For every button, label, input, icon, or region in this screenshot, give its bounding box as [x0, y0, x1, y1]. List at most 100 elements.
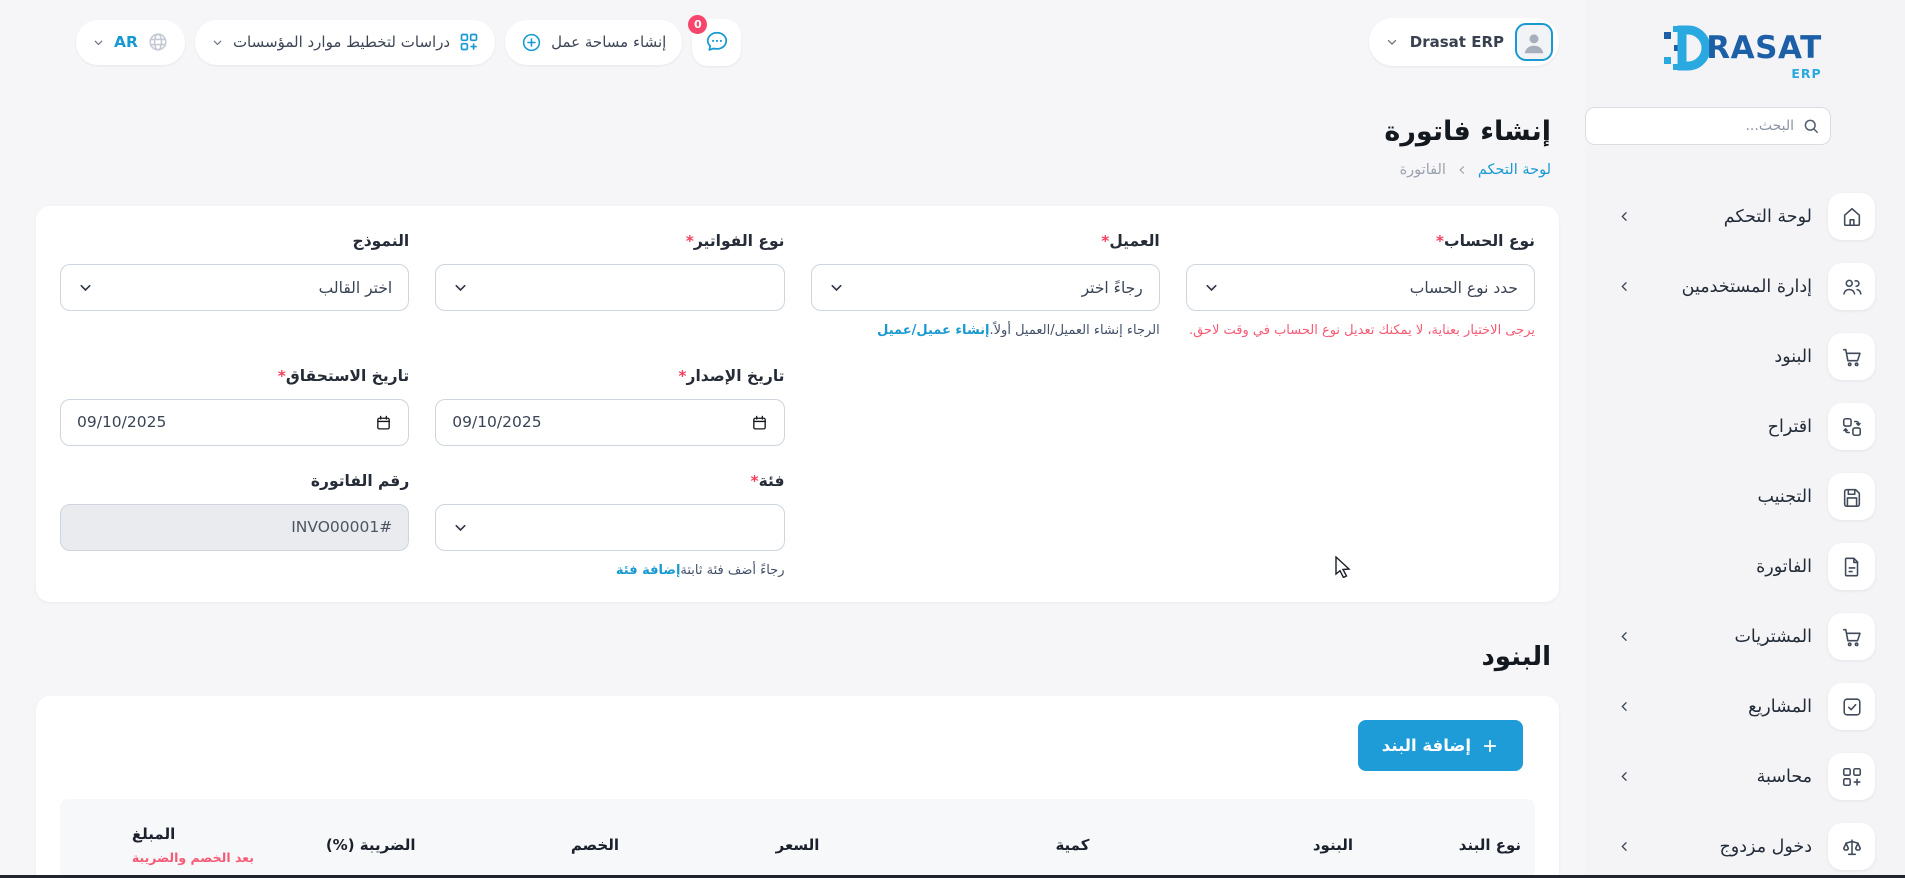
- sidebar-item-items[interactable]: البنود: [1609, 333, 1875, 380]
- language-selector[interactable]: AR: [76, 19, 185, 65]
- field-due-date: تاريخ الاستحقاق* 09/10/2025: [60, 366, 410, 446]
- sidebar-item-label: المشتريات: [1734, 626, 1812, 647]
- chevron-down-icon: [92, 36, 105, 49]
- chat-button[interactable]: 0: [688, 14, 742, 66]
- add-item-button[interactable]: إضافة البند: [1357, 720, 1523, 771]
- chevron-left-icon: [1617, 209, 1632, 224]
- breadcrumb-dashboard-link[interactable]: لوحة التحكم: [1477, 162, 1551, 178]
- issue-date-input[interactable]: 09/10/2025: [435, 398, 785, 446]
- field-issue-date: تاريخ الإصدار* 09/10/2025: [435, 366, 785, 446]
- field-category: فئة* رجاءً أضف فئة ثابتةإضافة فئة: [435, 472, 785, 581]
- user-avatar-icon: [1515, 23, 1553, 61]
- chevron-left-icon: [1617, 839, 1632, 854]
- field-account-type: نوع الحساب* حدد نوع الحساب يرجى الاختيار…: [1185, 232, 1535, 341]
- field-customer: العميل* رجاءً اختر الرجاء إنشاء العميل/ا…: [810, 232, 1160, 341]
- chevron-down-icon: [80, 284, 91, 292]
- account-type-label: نوع الحساب: [1444, 232, 1535, 250]
- drasat-logo: RASAT ERP: [1662, 24, 1821, 81]
- col-amount-subtitle: بعد الخصم والضريبة: [131, 850, 254, 865]
- swap-boxes-icon: [1828, 403, 1875, 450]
- cart-icon: [1828, 613, 1875, 660]
- sidebar-item-label: اقتراح: [1767, 416, 1812, 437]
- issue-date-value: 09/10/2025: [452, 413, 542, 431]
- invoice-number-input: #INVO00001: [60, 503, 410, 551]
- sidebar-item-user-management[interactable]: إدارة المستخدمين: [1609, 263, 1875, 310]
- sidebar-item-accounting[interactable]: محاسبة: [1609, 753, 1875, 800]
- calendar-icon: [377, 415, 391, 430]
- workspace-selector[interactable]: دراسات لتخطيط موارد المؤسسات: [194, 19, 496, 65]
- due-date-value: 09/10/2025: [77, 413, 167, 431]
- plus-icon: [1483, 739, 1497, 752]
- chevron-left-icon: [1456, 164, 1468, 176]
- chevron-left-icon: [1617, 629, 1632, 644]
- items-table-header: نوع البند البنود كمية السعر الخصم الضريب…: [60, 799, 1535, 878]
- topbar: Drasat ERP 0 إنشاء مساحة عمل: [36, 0, 1559, 66]
- page-title: إنشاء فاتورة: [1384, 116, 1551, 147]
- customer-helper: الرجاء إنشاء العميل/العميل أولاً.إنشاء ع…: [877, 323, 1160, 338]
- category-helper: رجاءً أضف فئة ثابتةإضافة فئة: [615, 562, 785, 578]
- add-item-label: إضافة البند: [1381, 736, 1471, 755]
- sidebar-item-purchases[interactable]: المشتريات: [1609, 613, 1875, 660]
- sidebar-item-invoice[interactable]: الفاتورة: [1609, 543, 1875, 590]
- sidebar-item-label: محاسبة: [1756, 766, 1812, 787]
- col-discount: الخصم: [570, 836, 620, 854]
- template-label: النموذج: [352, 232, 410, 250]
- col-price: السعر: [775, 836, 820, 854]
- main-area: Drasat ERP 0 إنشاء مساحة عمل: [36, 0, 1559, 878]
- col-item-type: نوع البند: [1458, 836, 1521, 854]
- sidebar-item-suggestion[interactable]: اقتراح: [1609, 403, 1875, 450]
- account-type-select[interactable]: حدد نوع الحساب: [1185, 264, 1535, 311]
- workspace-selector-label: دراسات لتخطيط موارد المؤسسات: [232, 33, 451, 51]
- calendar-icon: [752, 415, 766, 430]
- template-value: اختر القالب: [318, 278, 393, 297]
- invoice-type-select[interactable]: [435, 264, 785, 311]
- invoice-form-card: نوع الحساب* حدد نوع الحساب يرجى الاختيار…: [36, 206, 1559, 602]
- sidebar-item-projects[interactable]: المشاريع: [1609, 683, 1875, 730]
- search-input[interactable]: [1585, 107, 1831, 145]
- template-select[interactable]: اختر القالب: [60, 264, 410, 311]
- sidebar-item-double-entry[interactable]: دخول مزدوج: [1609, 823, 1875, 870]
- invoice-number-label: رقم الفاتورة: [310, 471, 410, 490]
- sidebar-menu: لوحة التحكم إدارة المستخدمين الب: [1609, 193, 1875, 870]
- sidebar-item-label: دخول مزدوج: [1719, 836, 1813, 857]
- chevron-down-icon: [1206, 284, 1217, 292]
- grid-plus-icon: [1828, 753, 1875, 800]
- sidebar-item-label: إدارة المستخدمين: [1681, 276, 1812, 297]
- cart-icon: [1828, 333, 1875, 380]
- due-date-label: تاريخ الاستحقاق: [285, 366, 410, 385]
- topbar-left-cluster: 0 إنشاء مساحة عمل دراسات لتخطيط موارد ال…: [76, 14, 742, 66]
- customer-select[interactable]: رجاءً اختر: [810, 264, 1160, 311]
- chevron-left-icon: [1617, 699, 1632, 714]
- sidebar-item-retention[interactable]: التجنيب: [1609, 473, 1875, 520]
- users-icon: [1828, 263, 1875, 310]
- account-type-value: حدد نوع الحساب: [1409, 278, 1518, 297]
- chevron-down-icon: [455, 284, 466, 292]
- col-tax: الضريبة (%): [325, 836, 416, 854]
- category-select[interactable]: [435, 503, 785, 551]
- chevron-left-icon: [1617, 769, 1632, 784]
- breadcrumb-current: الفاتورة: [1399, 162, 1446, 178]
- due-date-input[interactable]: 09/10/2025: [60, 398, 410, 446]
- col-amount: المبلغ بعد الخصم والضريبة: [74, 825, 262, 865]
- account-type-helper: يرجى الاختيار بعناية، لا يمكنك تعديل نوع…: [1188, 323, 1535, 338]
- sidebar: RASAT ERP لوحة التحكم: [1585, 0, 1905, 878]
- issue-date-label: تاريخ الإصدار: [686, 366, 785, 385]
- sidebar-item-label: المشاريع: [1748, 696, 1812, 717]
- save-icon: [1828, 473, 1875, 520]
- col-quantity: كمية: [1055, 836, 1090, 854]
- chat-icon: [704, 29, 730, 55]
- logo-text: RASAT: [1706, 30, 1822, 66]
- scale-icon: [1828, 823, 1875, 870]
- field-invoice-number: رقم الفاتورة #INVO00001: [60, 471, 410, 581]
- chevron-down-icon: [1385, 35, 1399, 49]
- customer-value: رجاءً اختر: [1081, 278, 1143, 297]
- user-menu[interactable]: Drasat ERP: [1368, 18, 1559, 66]
- sidebar-item-dashboard[interactable]: لوحة التحكم: [1609, 193, 1875, 240]
- create-customer-link[interactable]: إنشاء عميل/عميل: [877, 323, 990, 338]
- grid-plus-icon: [459, 32, 479, 52]
- sidebar-search: [1585, 107, 1831, 145]
- chevron-left-icon: [1617, 279, 1632, 294]
- add-category-link[interactable]: إضافة فئة: [615, 562, 681, 578]
- create-workspace-button[interactable]: إنشاء مساحة عمل: [505, 19, 683, 65]
- items-card: إضافة البند نوع البند البنود كمية السعر …: [36, 696, 1559, 878]
